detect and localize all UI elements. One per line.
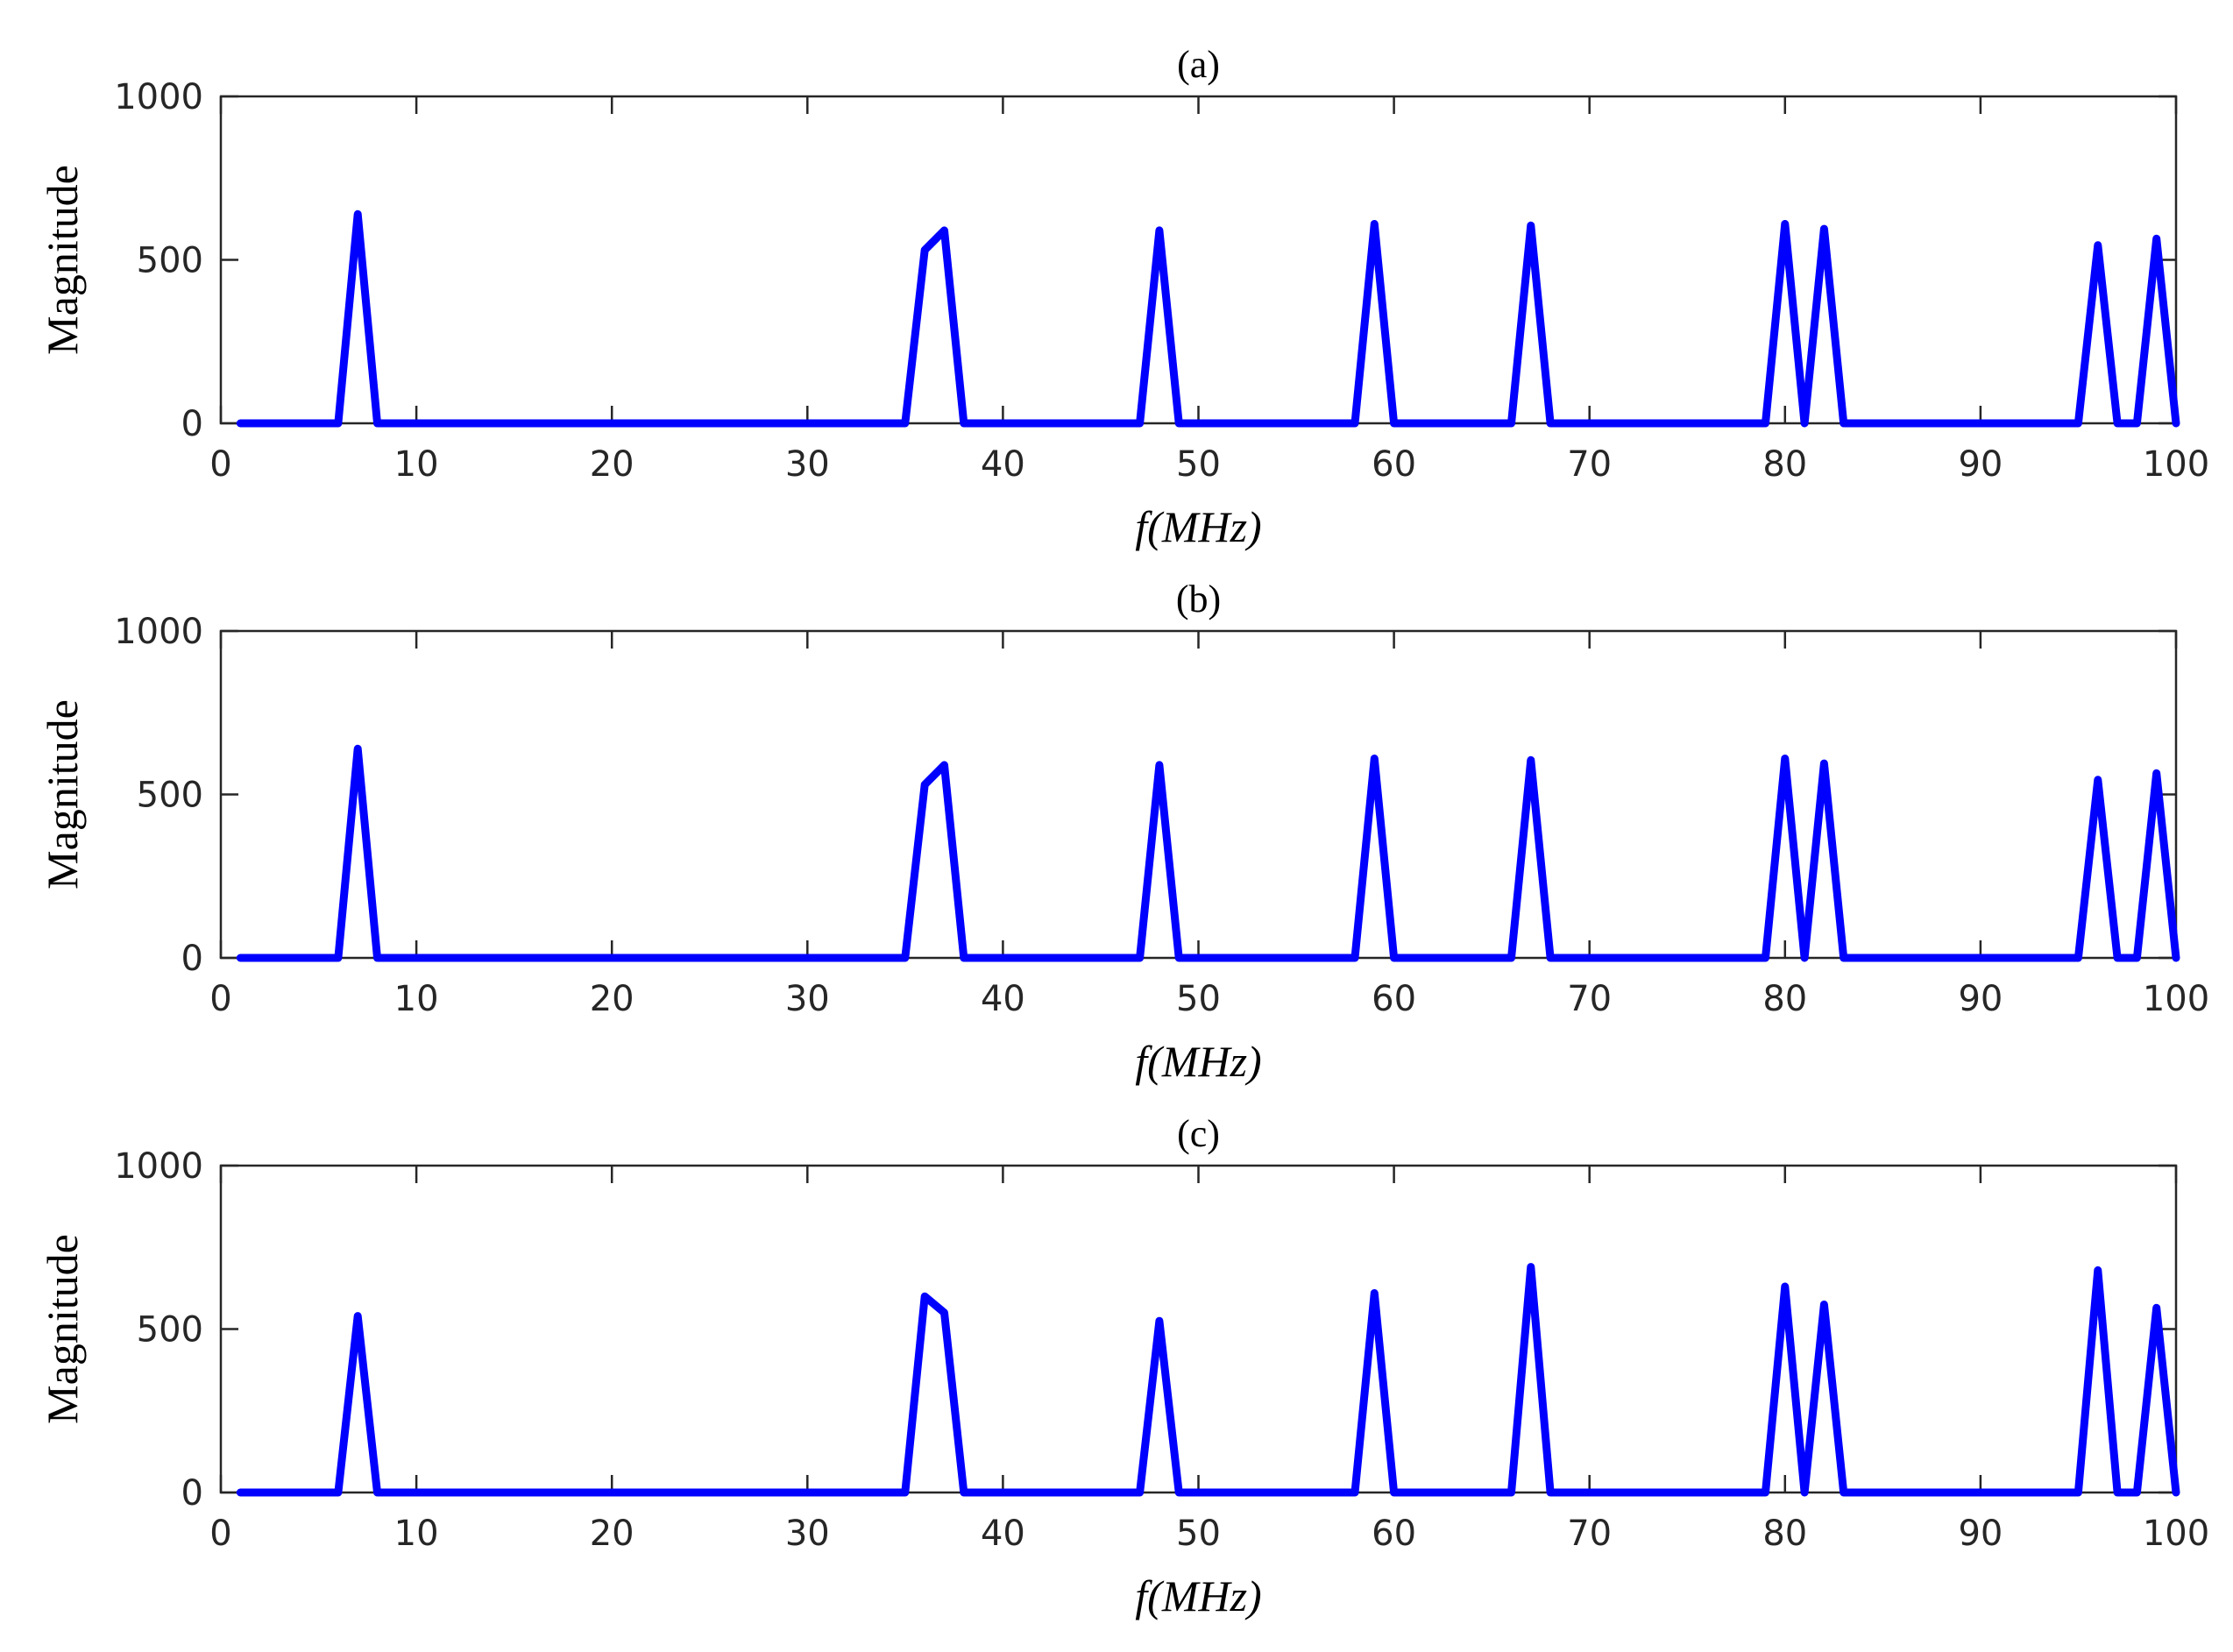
x-tick-label: 100 bbox=[2143, 979, 2209, 1019]
x-tick-label: 50 bbox=[1176, 979, 1221, 1019]
x-tick-label: 10 bbox=[394, 444, 439, 485]
x-tick-label: 10 bbox=[394, 1514, 439, 1554]
x-tick-label: 90 bbox=[1958, 979, 2003, 1019]
x-tick-label: 20 bbox=[590, 979, 634, 1019]
x-tick-label: 60 bbox=[1372, 444, 1416, 485]
x-axis-label: f(MHz) bbox=[1135, 1037, 1261, 1086]
x-tick-label: 100 bbox=[2143, 444, 2209, 485]
x-tick-label: 60 bbox=[1372, 979, 1416, 1019]
y-tick-label: 0 bbox=[181, 404, 203, 444]
y-tick-label: 500 bbox=[137, 776, 203, 816]
x-tick-label: 100 bbox=[2143, 1514, 2209, 1554]
y-axis-label: Magnitude bbox=[38, 165, 87, 355]
chart-panel-c: 0 10 20 30 40 50 60 70 80 90 10005001000(c)f(MHz)M… bbox=[38, 1112, 2209, 1620]
panel-title: (a) bbox=[1177, 43, 1220, 86]
y-tick-label: 500 bbox=[137, 1310, 203, 1351]
x-tick-label: 40 bbox=[981, 444, 1025, 485]
x-tick-label: 70 bbox=[1567, 1514, 1612, 1554]
axes-box bbox=[219, 629, 2178, 960]
x-tick-label: 70 bbox=[1567, 979, 1612, 1019]
x-tick-label: 50 bbox=[1176, 444, 1221, 485]
x-tick-label: 10 bbox=[394, 979, 439, 1019]
x-tick-label: 80 bbox=[1762, 444, 1807, 485]
y-tick-label: 0 bbox=[181, 939, 203, 979]
x-tick-label: 80 bbox=[1762, 979, 1807, 1019]
x-tick-label: 30 bbox=[785, 444, 830, 485]
x-tick-label: 0 bbox=[209, 444, 231, 485]
series-line bbox=[236, 209, 2180, 428]
axes-box bbox=[219, 95, 2178, 425]
x-tick-label: 50 bbox=[1176, 1514, 1221, 1554]
x-axis-label: f(MHz) bbox=[1135, 1571, 1261, 1620]
y-tick-label: 500 bbox=[137, 241, 203, 281]
axes-box bbox=[219, 1164, 2178, 1494]
series-line bbox=[236, 744, 2180, 962]
x-tick-label: 20 bbox=[590, 1514, 634, 1554]
x-tick-label: 90 bbox=[1958, 444, 2003, 485]
panel-title: (c) bbox=[1177, 1112, 1220, 1155]
x-tick-label: 30 bbox=[785, 1514, 830, 1554]
chart-panel-b: 0 10 20 30 40 50 60 70 80 90 10005001000(b)f(MHz)M… bbox=[38, 578, 2209, 1086]
x-tick-label: 70 bbox=[1567, 444, 1612, 485]
x-tick-label: 40 bbox=[981, 979, 1025, 1019]
y-tick-label: 0 bbox=[181, 1473, 203, 1514]
x-tick-label: 20 bbox=[590, 444, 634, 485]
x-tick-label: 30 bbox=[785, 979, 830, 1019]
x-tick-label: 40 bbox=[981, 1514, 1025, 1554]
x-tick-label: 90 bbox=[1958, 1514, 2003, 1554]
chart-panel-a: 0 10 20 30 40 50 60 70 80 90 10005001000(a)f(MHz)M… bbox=[38, 43, 2209, 551]
panel-title: (b) bbox=[1176, 578, 1221, 620]
y-axis-label: Magnitude bbox=[38, 699, 87, 890]
x-axis-label: f(MHz) bbox=[1135, 502, 1261, 551]
y-tick-label: 1000 bbox=[114, 77, 203, 117]
y-tick-label: 1000 bbox=[114, 612, 203, 652]
x-tick-label: 0 bbox=[209, 1514, 231, 1554]
y-tick-label: 1000 bbox=[114, 1146, 203, 1187]
x-tick-label: 0 bbox=[209, 979, 231, 1019]
x-tick-label: 60 bbox=[1372, 1514, 1416, 1554]
y-axis-label: Magnitude bbox=[38, 1234, 87, 1424]
x-tick-label: 80 bbox=[1762, 1514, 1807, 1554]
series-line bbox=[236, 1263, 2180, 1497]
